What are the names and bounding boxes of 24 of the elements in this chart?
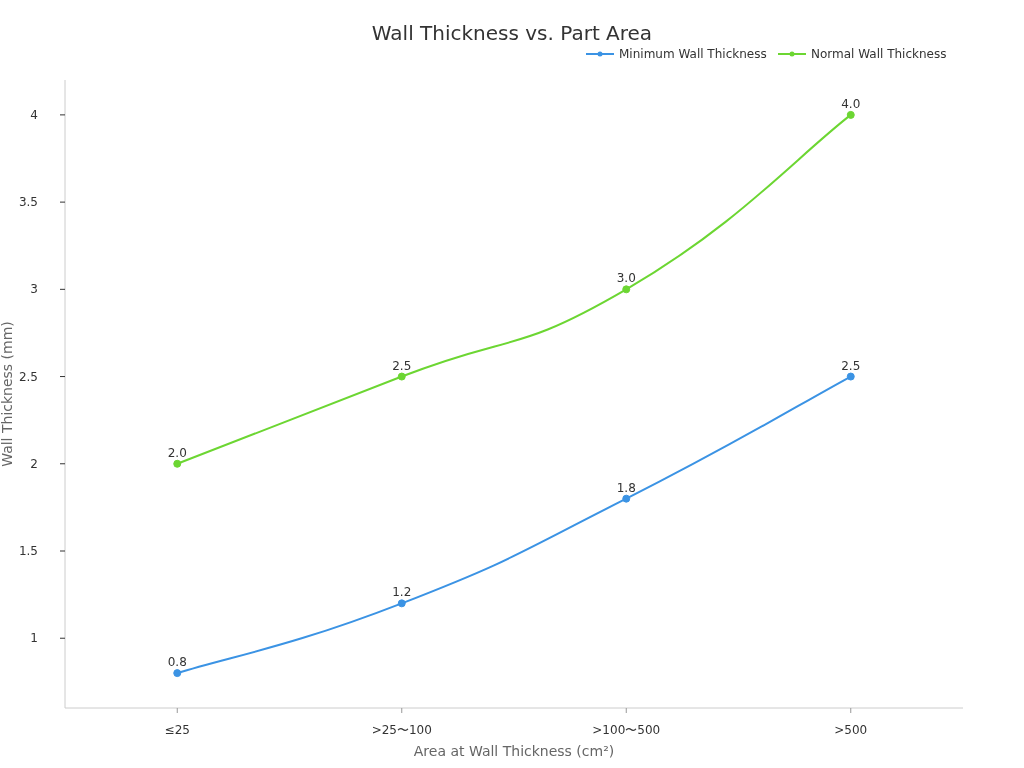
data-label: 4.0 [841, 96, 861, 111]
data-label: 2.5 [841, 358, 861, 373]
data-label: 2.5 [392, 358, 412, 373]
legend-label: Normal Wall Thickness [811, 47, 947, 61]
y-tick-label: 3 [30, 282, 38, 297]
data-label: 2.0 [167, 445, 187, 460]
data-label: 3.0 [616, 271, 636, 286]
data-label: 0.8 [167, 655, 187, 670]
x-tick-label: >25〜100 [371, 723, 432, 737]
chart-title: Wall Thickness vs. Part Area [371, 21, 653, 45]
y-tick-label: 1 [30, 631, 38, 646]
y-tick-label: 2 [30, 456, 38, 471]
y-tick-label: 2.5 [18, 369, 38, 384]
data-label: 1.2 [392, 585, 412, 600]
x-tick-label: >100〜500 [592, 723, 661, 737]
y-tick-label: 4 [30, 107, 38, 122]
legend-label: Minimum Wall Thickness [619, 47, 767, 61]
y-axis-title: Wall Thickness (mm) [0, 321, 15, 467]
x-axis-title: Area at Wall Thickness (cm²) [413, 743, 615, 759]
y-tick-label: 1.5 [18, 544, 38, 558]
x-tick-label: >500 [834, 723, 868, 737]
x-tick-label: ≤25 [164, 723, 190, 737]
y-tick-label: 3.5 [18, 195, 38, 210]
data-label: 1.8 [616, 480, 636, 495]
